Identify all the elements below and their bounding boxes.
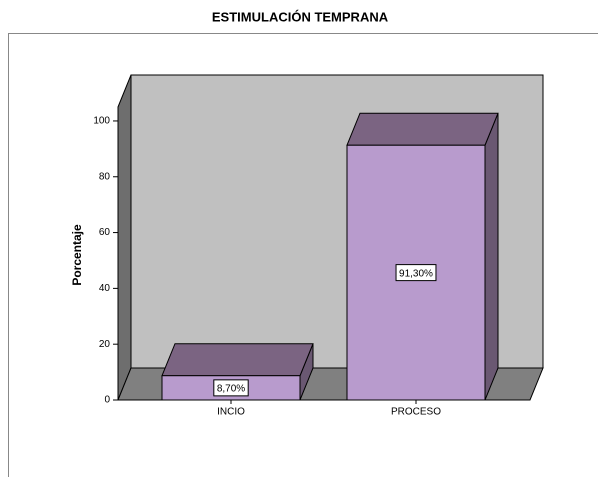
bar-side	[484, 113, 499, 401]
y-tick-label: 80	[99, 171, 111, 182]
value-label: 8,70%	[217, 384, 245, 395]
bar-top	[346, 112, 499, 146]
side-wall	[117, 74, 132, 401]
x-tick-label: PROCESO	[391, 407, 441, 418]
value-label-box	[213, 379, 249, 397]
x-tick-label: INCIO	[217, 407, 245, 418]
bar-top	[161, 343, 314, 377]
y-axis-label: Porcentaje	[70, 224, 84, 286]
value-label-box	[395, 264, 437, 282]
y-tick-label: 40	[99, 283, 111, 294]
y-tick-label: 20	[99, 339, 111, 350]
chart-title: ESTIMULACIÓN TEMPRANA	[212, 9, 389, 24]
y-tick-label: 0	[104, 395, 110, 406]
y-tick-label: 60	[99, 227, 111, 238]
value-label: 91,30%	[399, 268, 433, 279]
y-tick-label: 100	[93, 116, 110, 127]
